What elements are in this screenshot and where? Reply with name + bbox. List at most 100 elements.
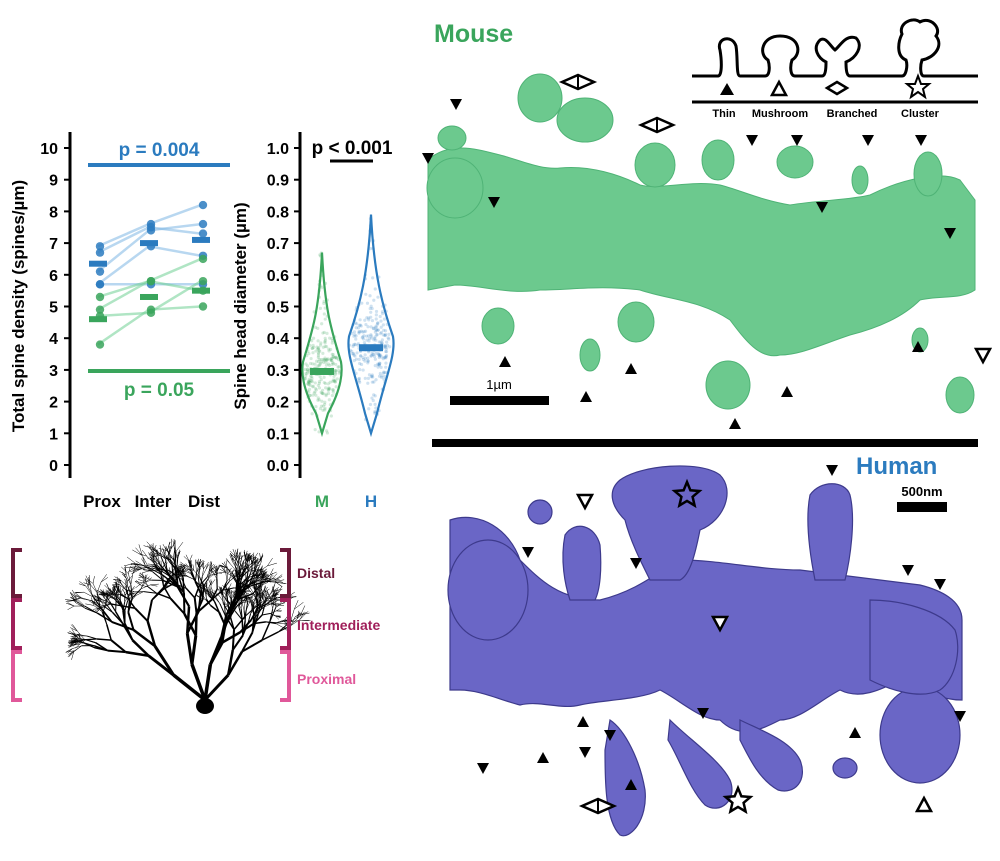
violin-jitter-points (303, 216, 392, 435)
neuron-branch (259, 577, 262, 587)
M-jitter-point (313, 390, 317, 394)
H-jitter-point (369, 354, 373, 358)
thin-spine-marker (477, 763, 489, 774)
M-jitter-point (324, 386, 328, 390)
neuron-branch (114, 591, 118, 600)
neuron-branch (159, 545, 162, 557)
cluster-spine-marker (671, 478, 703, 509)
M-jitter-point (334, 369, 338, 373)
density-category-label: Dist (188, 492, 220, 511)
neuron-branch (158, 548, 167, 551)
H-jitter-point (366, 325, 370, 329)
neuron-branch (249, 595, 253, 603)
neuron-branch (204, 592, 207, 600)
density-y-tick-label: 1 (49, 426, 58, 443)
M-jitter-point (316, 398, 320, 402)
neuron-branch (233, 590, 236, 595)
neuron-branch (237, 589, 242, 594)
density-y-label: Total spine density (spines/µm) (9, 180, 28, 432)
neuron-branch (274, 579, 284, 583)
neuron-branch (93, 644, 109, 652)
H-jitter-point (376, 351, 380, 356)
H-jitter-point (351, 344, 355, 348)
neuron-branch (209, 561, 211, 569)
M-jitter-point (311, 351, 315, 355)
H-jitter-point (359, 354, 363, 358)
neuron-branch (104, 584, 110, 591)
M-jitter-point (326, 387, 330, 391)
neuron-branch (71, 633, 79, 635)
neuron-branch (205, 562, 209, 570)
neuron-branch (254, 587, 258, 593)
neuron-branch (119, 585, 121, 593)
neuron-branch (237, 591, 241, 598)
neuron-branch (176, 557, 179, 568)
M-jitter-point (323, 338, 328, 342)
neuron-branch (103, 605, 114, 614)
neuron-branch (202, 586, 205, 599)
neuron-branch (231, 629, 236, 651)
H-jitter-point (387, 332, 391, 336)
M-jitter-point (337, 371, 341, 375)
neuron-branch (129, 595, 136, 599)
M-jitter-point (311, 393, 315, 397)
H-jitter-point (353, 333, 357, 337)
H-jitter-point (357, 376, 361, 381)
M-jitter-point (326, 362, 331, 366)
neuron-branch (240, 559, 248, 568)
H-jitter-point (370, 374, 374, 378)
neuron-branch (200, 597, 206, 600)
neuron-branch (238, 597, 241, 607)
M-jitter-point (327, 398, 331, 402)
mouse-dendrite-panel: Mouse Thin Mus (422, 18, 993, 429)
neuron-branch (244, 562, 248, 572)
neuron-branch (106, 592, 113, 596)
human-dendrite-panel: Human 500nm (447, 453, 966, 837)
H-jitter-point (351, 343, 356, 347)
neuron-branch (294, 602, 304, 610)
violin-category-label: M (315, 492, 329, 511)
density-y-tick-label: 8 (49, 204, 58, 221)
neuron-branch (225, 573, 228, 582)
thin-spine-marker (450, 99, 462, 110)
neuron-branch (255, 593, 257, 600)
M-jitter-point (307, 390, 311, 394)
neuron-branch (226, 573, 229, 582)
H-jitter-point (374, 328, 378, 332)
density-y-ticks: 0 1 2 3 4 5 6 7 8 9 10 (40, 141, 70, 475)
neuron-branch (290, 614, 301, 622)
neuron-branch (72, 642, 79, 647)
M-jitter-point (303, 377, 307, 381)
neuron-branch (170, 573, 176, 576)
neuron-branch (138, 544, 143, 556)
neuron-branch (87, 578, 90, 587)
human-mean-bar (140, 240, 158, 247)
neuron-branch (224, 561, 227, 568)
M-jitter-point (322, 360, 326, 365)
neuron-branch (267, 562, 277, 567)
H-jitter-point (369, 333, 373, 337)
neuron-branch (254, 575, 262, 582)
neuron-branch (255, 566, 259, 574)
neuron-branch (240, 555, 243, 563)
neuron-branch (164, 546, 167, 554)
neuron-branch (222, 584, 227, 593)
violin-y-tick-label: 0.1 (267, 426, 289, 443)
neuron-branch (114, 611, 124, 624)
H-jitter-point (373, 357, 377, 361)
H-jitter-point (382, 356, 387, 360)
neuron-branch (141, 549, 148, 557)
H-jitter-point (364, 322, 368, 327)
neuron-branch (237, 600, 242, 610)
neuron-branch (222, 580, 228, 591)
neuron-branch (199, 589, 203, 595)
neuron-branch (185, 632, 194, 665)
neuron-branch (100, 591, 105, 599)
neuron-branch (176, 564, 180, 572)
H-jitter-point (366, 376, 370, 380)
thin-spine-marker (816, 202, 828, 213)
mouse-scale-bar (450, 396, 549, 405)
neuron-branch (260, 553, 263, 563)
neuron-branch (85, 603, 94, 606)
